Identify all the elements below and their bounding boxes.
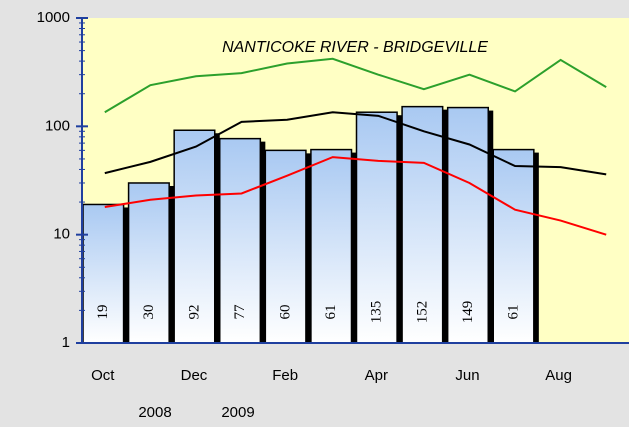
year-label: 2009 bbox=[221, 404, 254, 421]
x-tick-label: Oct bbox=[91, 367, 115, 384]
bar-value-label: 19 bbox=[95, 305, 111, 320]
bar bbox=[401, 105, 444, 344]
bar-value-label: 135 bbox=[369, 301, 385, 324]
bar-value-label: 60 bbox=[278, 305, 294, 320]
x-tick-label: Jun bbox=[455, 367, 479, 384]
x-tick-label: Apr bbox=[365, 367, 388, 384]
bar bbox=[127, 182, 170, 344]
x-tick-label: Aug bbox=[545, 367, 572, 384]
bar bbox=[446, 106, 489, 344]
bar-value-label: 92 bbox=[186, 305, 202, 320]
line-series bbox=[104, 156, 607, 236]
bar bbox=[310, 148, 353, 344]
bar-value-label: 152 bbox=[414, 301, 430, 324]
bar-value-label: 30 bbox=[141, 305, 157, 320]
chart-title: NANTICOKE RIVER - BRIDGEVILLE bbox=[222, 39, 488, 56]
y-tick-label: 10 bbox=[53, 226, 70, 243]
bar bbox=[219, 137, 262, 344]
line-series bbox=[104, 57, 607, 114]
bar bbox=[355, 111, 398, 344]
bar bbox=[82, 203, 125, 344]
y-tick-label: 100 bbox=[45, 117, 70, 134]
line-series bbox=[104, 111, 607, 176]
year-label: 2008 bbox=[138, 404, 171, 421]
bar-value-label: 149 bbox=[460, 301, 476, 324]
x-tick-label: Feb bbox=[272, 367, 298, 384]
y-tick-label: 1000 bbox=[37, 9, 70, 26]
y-tick-label: 1 bbox=[62, 334, 70, 351]
bar bbox=[492, 148, 535, 344]
bar-value-label: 61 bbox=[323, 305, 339, 320]
x-tick-label: Dec bbox=[181, 367, 208, 384]
bar bbox=[173, 129, 216, 344]
bar-value-label: 77 bbox=[232, 304, 248, 320]
bar-value-label: 61 bbox=[505, 305, 521, 320]
